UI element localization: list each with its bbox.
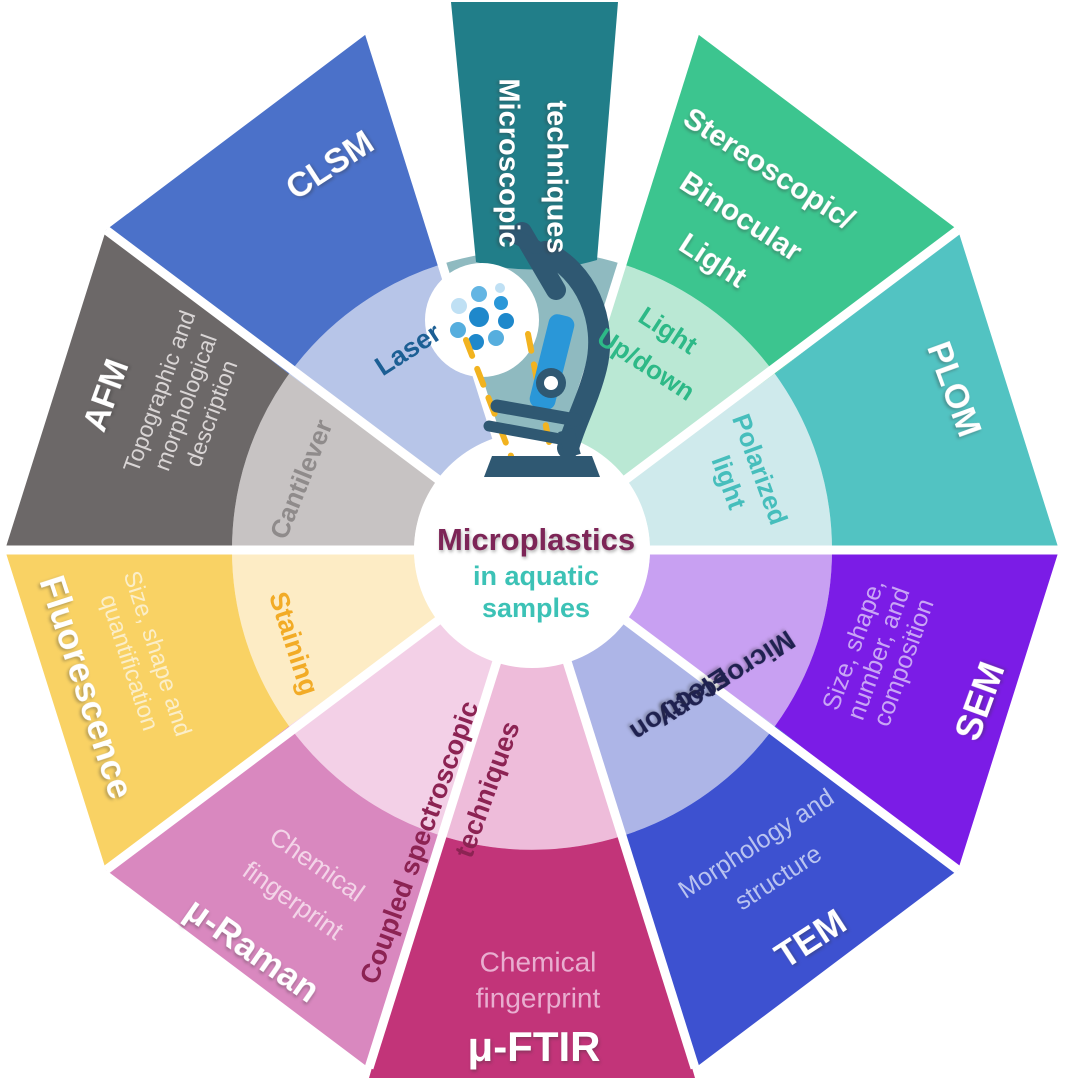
uftir-desc: Chemical — [480, 946, 597, 977]
center-title: Microplastics — [437, 522, 635, 557]
microscope-icon — [425, 222, 611, 477]
sector-sem-wedge — [775, 550, 1059, 870]
center-subtitle: samples — [482, 593, 590, 623]
microplastic-particles-icon — [450, 283, 514, 350]
uftir-desc: fingerprint — [476, 982, 601, 1013]
header-label-line1: Microscopic — [492, 78, 524, 247]
sector-uftir-wedge — [369, 835, 695, 1078]
sector-fluorescence-wedge — [5, 550, 289, 870]
sector-microscopic-ribbon — [451, 2, 618, 270]
sector-plom-wedge — [775, 230, 1059, 550]
sector-uraman-inner-arc — [289, 619, 496, 835]
center-circle — [414, 432, 650, 668]
sector-afm-inner-arc — [231, 374, 437, 550]
center-subtitle: in aquatic — [473, 561, 599, 591]
header-label-line2: techniques — [540, 100, 572, 253]
sector-tem-inner-arc — [568, 619, 775, 835]
sector-sem-inner-arc — [627, 550, 832, 726]
sector-plom-inner-arc — [627, 374, 832, 550]
microscope-body-icon — [483, 222, 611, 477]
uftir-label: μ-FTIR — [468, 1023, 601, 1070]
sector-fluorescence-inner-arc — [231, 550, 437, 726]
sector-stereoscopic-inner-arc — [568, 265, 775, 481]
sector-afm-wedge — [5, 230, 289, 550]
